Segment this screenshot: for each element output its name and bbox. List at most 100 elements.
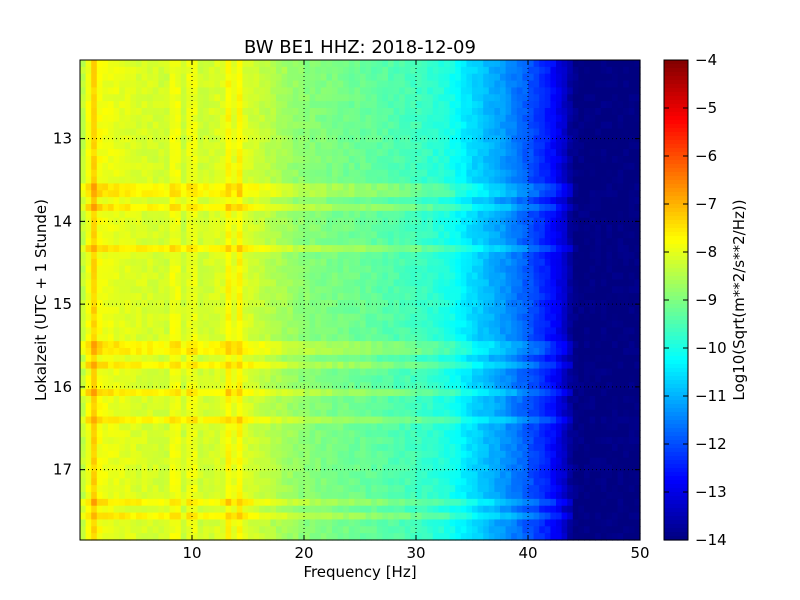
heatmap-cell	[410, 306, 417, 315]
heatmap-cell	[550, 313, 557, 322]
heatmap-cell	[276, 389, 283, 397]
heatmap-cell	[130, 354, 137, 363]
heatmap-cell	[477, 361, 484, 370]
heatmap-cell	[382, 238, 389, 246]
heatmap-cell	[556, 327, 563, 335]
heatmap-cell	[360, 94, 367, 102]
heatmap-cell	[533, 108, 540, 116]
heatmap-cell	[567, 286, 574, 294]
heatmap-cell	[449, 334, 456, 342]
heatmap-cell	[91, 169, 98, 178]
heatmap-cell	[533, 60, 540, 68]
heatmap-cell	[225, 197, 232, 205]
heatmap-cell	[203, 368, 210, 377]
heatmap-cell	[231, 142, 238, 150]
heatmap-cell	[315, 210, 322, 219]
heatmap-cell	[80, 320, 87, 329]
heatmap-cell	[292, 156, 299, 164]
heatmap-cell	[147, 142, 154, 150]
heatmap-cell	[287, 94, 294, 102]
heatmap-cell	[270, 361, 277, 370]
heatmap-cell	[343, 313, 350, 322]
heatmap-cell	[382, 183, 389, 191]
heatmap-cell	[96, 245, 103, 253]
heatmap-cell	[427, 156, 434, 164]
heatmap-cell	[494, 142, 501, 150]
heatmap-cell	[208, 210, 215, 219]
heatmap-cell	[427, 87, 434, 95]
heatmap-cell	[315, 368, 322, 377]
heatmap-cell	[382, 162, 389, 171]
heatmap-cell	[544, 382, 551, 390]
heatmap-cell	[421, 286, 428, 294]
heatmap-cell	[180, 327, 187, 335]
heatmap-cell	[80, 224, 87, 233]
heatmap-cell	[561, 327, 568, 335]
heatmap-cell	[85, 204, 92, 212]
heatmap-cell	[416, 265, 423, 274]
heatmap-cell	[147, 210, 154, 219]
heatmap-cell	[561, 354, 568, 363]
heatmap-cell	[113, 320, 120, 329]
heatmap-cell	[337, 348, 344, 356]
heatmap-cell	[96, 128, 103, 137]
heatmap-cell	[466, 389, 473, 397]
heatmap-cell	[376, 60, 383, 68]
heatmap-cell	[628, 382, 635, 390]
heatmap-cell	[192, 217, 199, 226]
heatmap-cell	[231, 368, 238, 377]
heatmap-cell	[80, 176, 87, 185]
heatmap-cell	[500, 389, 507, 397]
heatmap-cell	[572, 327, 579, 335]
heatmap-cell	[572, 375, 579, 383]
heatmap-cell	[304, 306, 311, 315]
heatmap-cell	[186, 87, 193, 95]
heatmap-cell	[270, 183, 277, 191]
heatmap-cell	[85, 73, 92, 82]
heatmap-cell	[371, 217, 378, 226]
heatmap-cell	[371, 354, 378, 363]
heatmap-cell	[259, 80, 266, 89]
heatmap-cell	[617, 176, 624, 185]
spectrogram-heatmap	[80, 60, 641, 541]
heatmap-cell	[259, 60, 266, 68]
heatmap-cell	[494, 87, 501, 95]
heatmap-cell	[578, 156, 585, 164]
heatmap-cell	[544, 197, 551, 205]
heatmap-cell	[332, 258, 339, 267]
heatmap-cell	[617, 348, 624, 356]
heatmap-cell	[220, 94, 227, 102]
heatmap-cell	[320, 348, 327, 356]
heatmap-cell	[634, 66, 641, 75]
heatmap-cell	[421, 101, 428, 109]
heatmap-cell	[130, 258, 137, 267]
heatmap-cell	[332, 341, 339, 349]
heatmap-cell	[225, 258, 232, 267]
heatmap-cell	[460, 245, 467, 253]
heatmap-cell	[180, 183, 187, 191]
heatmap-cell	[102, 224, 109, 233]
heatmap-cell	[589, 183, 596, 191]
heatmap-cell	[136, 87, 143, 95]
heatmap-cell	[427, 354, 434, 363]
heatmap-cell	[500, 156, 507, 164]
heatmap-cell	[567, 101, 574, 109]
heatmap-cell	[600, 162, 607, 171]
heatmap-cell	[477, 142, 484, 150]
heatmap-cell	[589, 306, 596, 315]
heatmap-cell	[287, 286, 294, 294]
heatmap-cell	[455, 258, 462, 267]
heatmap-cell	[595, 313, 602, 322]
heatmap-cell	[169, 224, 176, 233]
heatmap-cell	[388, 354, 395, 363]
heatmap-cell	[147, 204, 154, 212]
heatmap-cell	[136, 279, 143, 287]
heatmap-cell	[371, 327, 378, 335]
heatmap-cell	[623, 300, 630, 308]
heatmap-cell	[410, 210, 417, 219]
heatmap-cell	[304, 60, 311, 68]
heatmap-cell	[332, 265, 339, 274]
heatmap-cell	[410, 217, 417, 226]
heatmap-cell	[175, 348, 182, 356]
heatmap-cell	[376, 162, 383, 171]
